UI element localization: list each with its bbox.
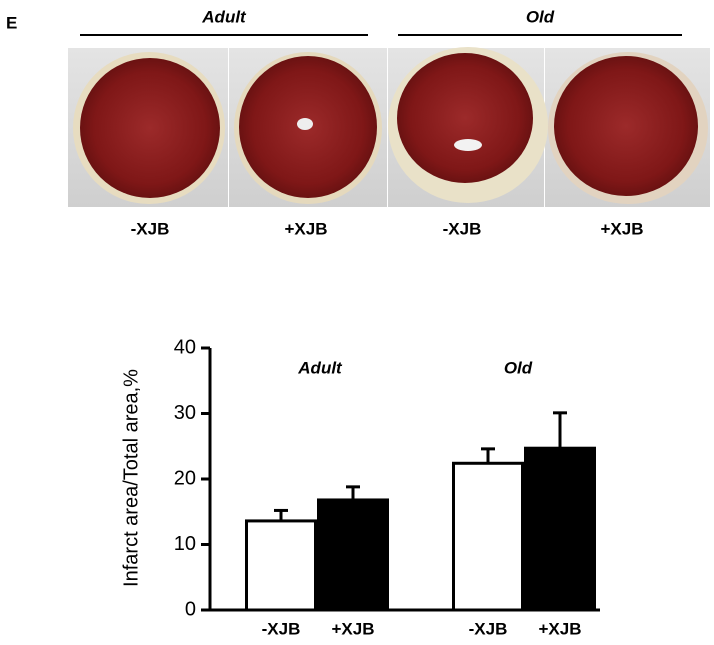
- group-annotation: Old: [504, 358, 533, 377]
- y-tick-label: 30: [174, 402, 196, 424]
- group-annotation: Adult: [297, 358, 343, 377]
- x-tick-label: +XJB: [539, 619, 582, 638]
- bar: [524, 446, 596, 612]
- photo-label: +XJB: [285, 219, 328, 238]
- x-tick-label: -XJB: [469, 619, 508, 638]
- bar: [452, 461, 524, 612]
- panel-label: E: [6, 13, 17, 32]
- x-tick-label: +XJB: [332, 619, 375, 638]
- y-tick-label: 0: [185, 598, 196, 620]
- bar: [317, 498, 389, 612]
- photo-group-label: Old: [526, 7, 555, 26]
- y-axis-label: Infarct area/Total area,%: [120, 369, 142, 587]
- y-tick-label: 40: [174, 336, 196, 358]
- photo-group-label: Adult: [201, 7, 247, 26]
- photos: [68, 47, 710, 207]
- photo-label: -XJB: [443, 219, 482, 238]
- plot: 0 10 20 30 40 -XJB +XJB -XJB +XJB: [174, 336, 600, 638]
- bar: [245, 519, 317, 612]
- photo-label: -XJB: [131, 219, 170, 238]
- photo-label: +XJB: [601, 219, 644, 238]
- y-tick-label: 10: [174, 533, 196, 555]
- y-tick-label: 20: [174, 467, 196, 489]
- x-tick-label: -XJB: [262, 619, 301, 638]
